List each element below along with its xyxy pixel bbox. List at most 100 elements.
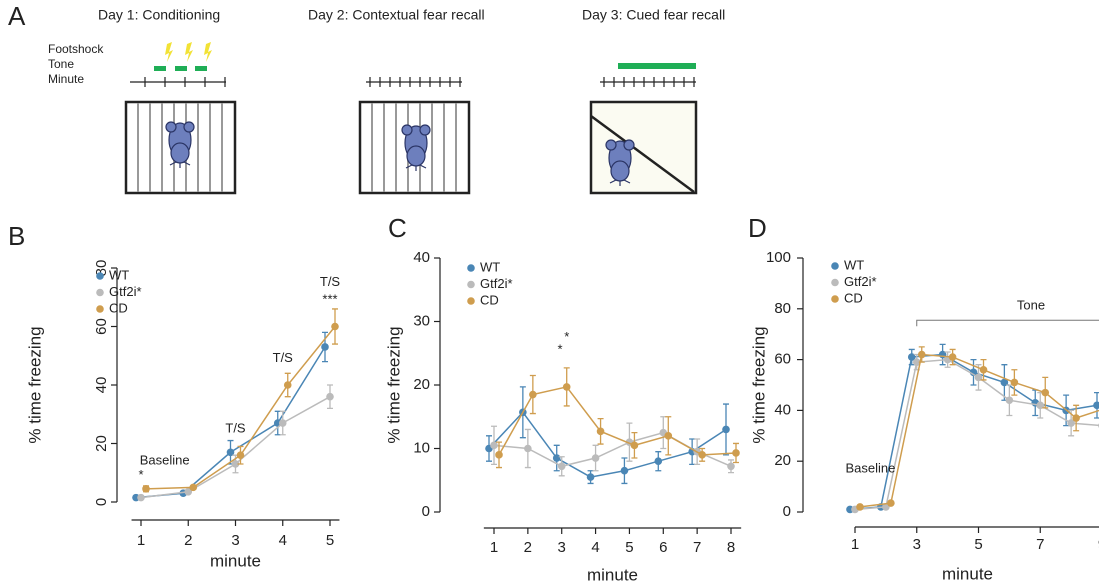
x-tick-label: 1 xyxy=(851,536,859,553)
data-point xyxy=(591,454,600,462)
annotation: T/S xyxy=(225,420,246,435)
data-point xyxy=(596,427,605,436)
x-tick-label: 7 xyxy=(693,539,701,556)
y-tick-label: 60 xyxy=(774,351,791,368)
data-point xyxy=(698,451,706,459)
x-tick-label: 3 xyxy=(913,536,921,553)
x-tick-label: 5 xyxy=(326,532,334,549)
data-point xyxy=(490,441,498,450)
data-point xyxy=(524,444,532,453)
data-point xyxy=(727,462,735,471)
chart-panel: C 0 10 20 30 40 % time freezing 1 2 3 4 5 6 7 8 minute W… xyxy=(384,213,742,584)
series-line xyxy=(140,396,331,499)
y-tick-label: 100 xyxy=(766,249,791,266)
x-tick-label: 4 xyxy=(591,539,599,556)
annotation: * xyxy=(557,342,562,357)
data-point xyxy=(189,483,198,492)
legend-marker xyxy=(96,272,104,280)
y-tick-label: 0 xyxy=(783,503,791,520)
y-tick-label: 30 xyxy=(413,312,430,329)
day-title: Day 1: Conditioning xyxy=(98,7,220,23)
data-point xyxy=(732,449,740,457)
series-line xyxy=(849,353,1099,511)
data-point xyxy=(664,432,673,440)
y-tick-label: 60 xyxy=(93,318,110,335)
x-tick-label: 2 xyxy=(184,532,192,549)
x-tick-label: 7 xyxy=(1036,536,1044,553)
y-tick-label: 20 xyxy=(93,435,110,452)
data-point xyxy=(184,487,193,496)
timelines xyxy=(130,77,696,87)
panel-letter: B xyxy=(8,221,25,251)
data-point xyxy=(722,425,730,434)
data-point xyxy=(142,485,150,493)
y-axis-title: % time freezing xyxy=(384,326,403,443)
x-tick-label: 1 xyxy=(137,532,145,549)
legend-marker xyxy=(96,288,104,297)
data-point xyxy=(1041,388,1050,397)
annotation: Baseline xyxy=(140,452,190,467)
y-tick-label: 0 xyxy=(422,503,430,520)
x-tick-label: 5 xyxy=(974,536,982,553)
legend-label: Gtf2i* xyxy=(844,274,877,289)
y-tick-label: 40 xyxy=(774,401,791,418)
data-point xyxy=(278,419,287,427)
data-point xyxy=(562,383,571,391)
data-point xyxy=(974,373,983,382)
data-point xyxy=(495,451,503,459)
data-point xyxy=(557,462,566,471)
data-point xyxy=(1005,396,1014,405)
series-line xyxy=(859,353,1099,508)
panel-a: A Day 1: Conditioning Day 2: Contextual … xyxy=(8,1,725,195)
y-tick-label: 40 xyxy=(413,249,430,266)
data-point xyxy=(586,473,595,481)
shock-icons xyxy=(165,42,212,62)
mice xyxy=(165,121,635,186)
data-point xyxy=(887,499,895,507)
y-tick-label: 40 xyxy=(93,377,110,394)
legend-marker xyxy=(96,305,104,313)
data-point xyxy=(283,381,292,389)
series-line xyxy=(498,386,737,456)
legend-marker xyxy=(831,262,839,270)
data-point xyxy=(552,454,561,462)
plot-area xyxy=(485,367,740,485)
annotation: T/S xyxy=(320,274,341,289)
data-point xyxy=(1000,378,1009,387)
panel-letter: C xyxy=(388,213,407,243)
row-label: Minute xyxy=(48,72,84,86)
annotation: *** xyxy=(322,292,337,307)
data-point xyxy=(1010,378,1019,387)
tone-bars xyxy=(154,63,696,71)
annotation-bracket xyxy=(916,319,1099,327)
x-tick-label: 3 xyxy=(231,532,239,549)
x-axis-title: minute xyxy=(942,564,993,583)
legend-label: CD xyxy=(844,290,863,305)
x-tick-label: 4 xyxy=(279,532,287,549)
y-axis-title: % time freezing xyxy=(749,326,768,443)
chart-panel: D 0 20 40 60 80 100 % time freezing 1 3 5 7 9 minute W… xyxy=(748,213,1099,583)
chart-panel: B 0 20 40 60 80 % time freezing 1 2 3 4 5 minute WT Gt… xyxy=(8,221,340,571)
data-point xyxy=(529,390,537,399)
day-title: Day 3: Cued fear recall xyxy=(582,7,725,23)
annotation: * xyxy=(138,467,143,482)
legend-label: CD xyxy=(109,300,128,315)
data-point xyxy=(137,493,145,502)
legend-marker xyxy=(831,278,839,287)
plot-area xyxy=(846,343,1099,514)
x-axis-title: minute xyxy=(587,565,638,584)
data-point xyxy=(912,358,921,366)
data-point xyxy=(1036,401,1045,410)
y-tick-label: 10 xyxy=(413,439,430,456)
data-point xyxy=(326,392,334,401)
legend-label: Gtf2i* xyxy=(109,284,142,299)
annotation: Tone xyxy=(1017,298,1045,313)
y-tick-label: 80 xyxy=(774,300,791,317)
data-point xyxy=(979,365,988,374)
x-axis-title: minute xyxy=(210,551,261,570)
data-point xyxy=(917,350,926,359)
legend-label: CD xyxy=(480,292,499,307)
x-tick-label: 8 xyxy=(727,539,735,556)
data-point xyxy=(856,503,864,511)
